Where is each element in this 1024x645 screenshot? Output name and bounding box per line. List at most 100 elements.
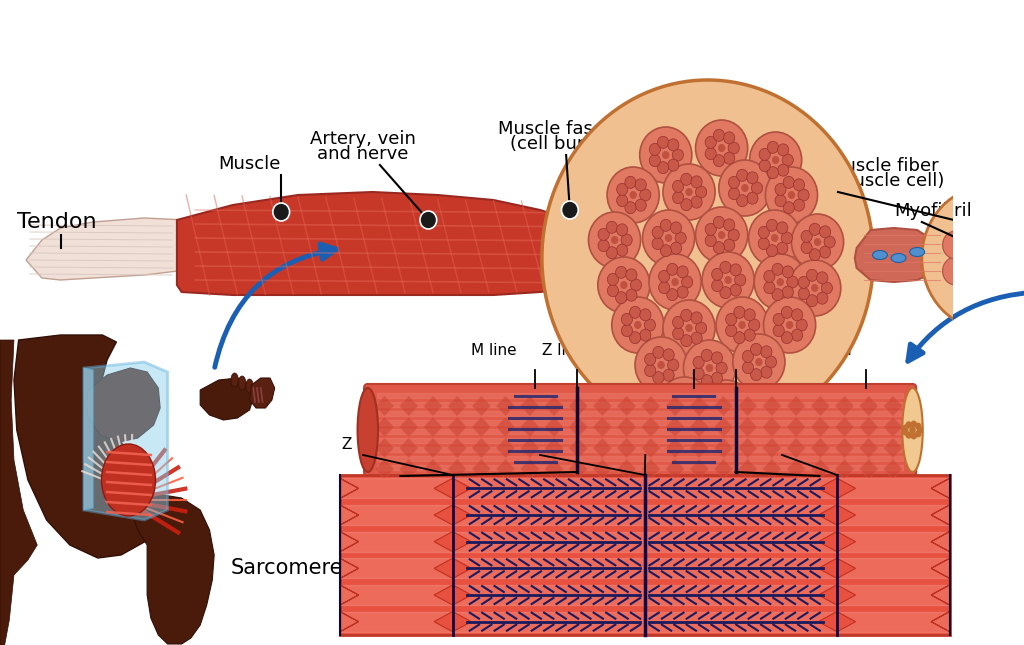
Polygon shape <box>786 438 806 458</box>
Polygon shape <box>375 459 394 479</box>
Circle shape <box>772 263 783 275</box>
FancyBboxPatch shape <box>340 475 949 635</box>
Polygon shape <box>545 417 563 437</box>
Circle shape <box>801 230 812 243</box>
Polygon shape <box>884 396 902 416</box>
Circle shape <box>724 219 735 231</box>
Polygon shape <box>818 531 855 552</box>
Polygon shape <box>617 459 636 479</box>
Polygon shape <box>859 417 878 437</box>
Circle shape <box>622 324 633 337</box>
Polygon shape <box>666 417 684 437</box>
Circle shape <box>767 141 778 154</box>
Circle shape <box>598 240 609 252</box>
Circle shape <box>765 356 776 368</box>
Circle shape <box>677 286 688 298</box>
Circle shape <box>616 183 628 195</box>
Polygon shape <box>340 611 358 632</box>
Circle shape <box>652 237 664 250</box>
Circle shape <box>759 148 770 161</box>
Polygon shape <box>617 438 636 458</box>
Text: Sarcomere: Sarcomere <box>231 558 343 578</box>
Circle shape <box>658 377 711 433</box>
Polygon shape <box>811 396 829 416</box>
Circle shape <box>606 221 617 233</box>
Circle shape <box>625 202 636 213</box>
Circle shape <box>796 319 807 331</box>
Circle shape <box>622 313 633 325</box>
Polygon shape <box>434 611 471 632</box>
Circle shape <box>905 432 912 439</box>
Circle shape <box>653 346 664 359</box>
Circle shape <box>915 422 922 430</box>
Circle shape <box>728 412 739 424</box>
Circle shape <box>761 366 772 378</box>
Circle shape <box>691 399 702 411</box>
Polygon shape <box>569 438 588 458</box>
Circle shape <box>607 273 618 285</box>
Circle shape <box>726 313 737 325</box>
Polygon shape <box>884 417 902 437</box>
Text: and nerve: and nerve <box>317 145 409 163</box>
Circle shape <box>786 276 798 288</box>
Polygon shape <box>177 192 633 295</box>
Circle shape <box>787 191 796 199</box>
Text: M line: M line <box>487 437 534 452</box>
Polygon shape <box>434 585 471 605</box>
Polygon shape <box>738 459 757 479</box>
Polygon shape <box>763 438 781 458</box>
Circle shape <box>706 235 717 246</box>
Circle shape <box>749 210 801 266</box>
Circle shape <box>758 237 769 250</box>
Polygon shape <box>569 417 588 437</box>
Circle shape <box>693 368 705 380</box>
Polygon shape <box>763 417 781 437</box>
Polygon shape <box>340 585 358 605</box>
Polygon shape <box>617 417 636 437</box>
Text: (muscle cell): (muscle cell) <box>828 172 944 190</box>
Circle shape <box>668 359 679 371</box>
Polygon shape <box>884 438 902 458</box>
Polygon shape <box>86 368 160 442</box>
Polygon shape <box>818 611 855 632</box>
Polygon shape <box>714 417 733 437</box>
Circle shape <box>644 319 655 331</box>
Circle shape <box>824 236 836 248</box>
Circle shape <box>781 332 793 344</box>
Circle shape <box>942 257 969 285</box>
Circle shape <box>542 80 873 436</box>
Circle shape <box>819 226 830 238</box>
Ellipse shape <box>231 373 239 387</box>
Circle shape <box>589 212 641 268</box>
Circle shape <box>649 155 660 166</box>
Circle shape <box>686 389 697 401</box>
Circle shape <box>615 292 627 304</box>
Polygon shape <box>520 396 539 416</box>
Circle shape <box>775 195 786 206</box>
Polygon shape <box>593 459 611 479</box>
Circle shape <box>801 242 812 253</box>
Circle shape <box>766 244 777 257</box>
Circle shape <box>817 292 827 304</box>
Circle shape <box>686 409 697 421</box>
Text: Z line: Z line <box>742 437 785 452</box>
Ellipse shape <box>909 248 925 257</box>
Polygon shape <box>472 438 490 458</box>
Circle shape <box>734 306 745 319</box>
Polygon shape <box>642 438 660 458</box>
Polygon shape <box>340 531 358 552</box>
Polygon shape <box>836 417 854 437</box>
Circle shape <box>807 295 817 306</box>
Circle shape <box>979 219 995 237</box>
Polygon shape <box>424 438 442 458</box>
Circle shape <box>712 372 723 384</box>
Polygon shape <box>855 228 945 282</box>
Circle shape <box>776 222 787 234</box>
Circle shape <box>640 329 651 341</box>
Circle shape <box>775 183 786 195</box>
Circle shape <box>714 155 725 166</box>
Polygon shape <box>569 396 588 416</box>
Circle shape <box>905 421 912 428</box>
Circle shape <box>794 179 805 191</box>
Circle shape <box>598 228 609 241</box>
